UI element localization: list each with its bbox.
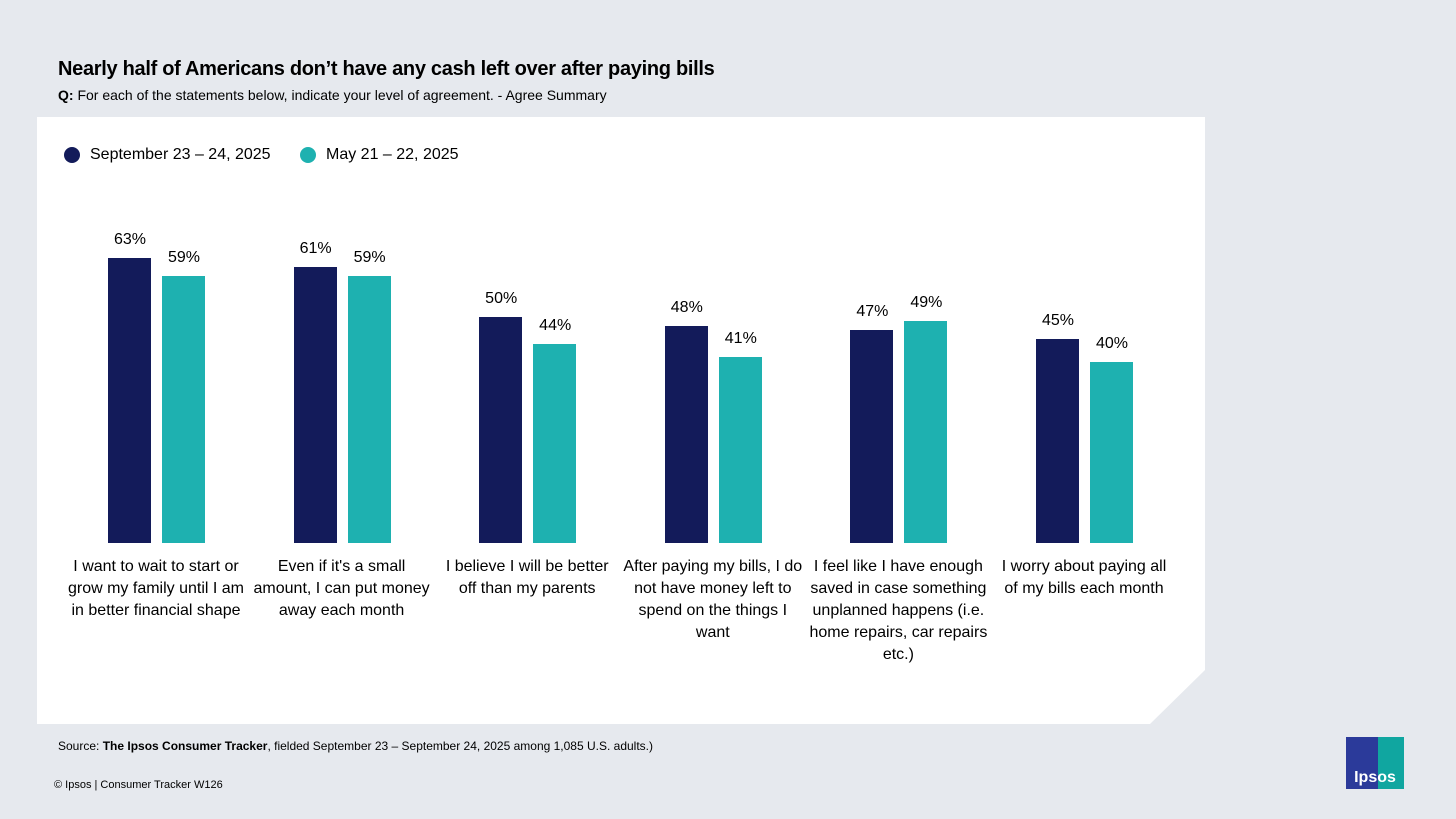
bar-may [162,276,205,543]
bar-sep [479,316,523,543]
data-label: 63% [113,230,147,248]
category-label: I worry about paying all of my bills eac… [1001,558,1167,597]
category-label: I believe I will be better off than my p… [445,558,609,597]
data-label: 45% [1041,312,1075,330]
data-label: 49% [910,294,943,312]
category-label: After paying my bills, I do not have mon… [623,558,803,641]
subtitle-prefix: Q: [58,87,74,103]
source-note: Source: The Ipsos Consumer Tracker, fiel… [58,739,653,753]
data-label: 40% [1095,335,1129,352]
category-label: I want to wait to start or grow my famil… [67,558,245,619]
legend-dot [64,147,80,163]
legend-item-may: May 21 – 22, 2025 [300,146,459,164]
legend-label: May 21 – 22, 2025 [326,146,459,163]
data-label: 41% [724,330,757,348]
data-label: 59% [167,249,201,267]
chart-title: Nearly half of Americans don’t have any … [58,58,715,80]
bar-sep [1036,339,1079,543]
bar-may [904,321,948,543]
category-label: I feel like I have enough saved in case … [809,558,988,663]
bar-may [718,357,762,543]
subtitle-text: For each of the statements below, indica… [77,87,607,103]
data-label: 59% [353,249,386,267]
bar-sep [293,266,337,543]
bar-may [347,276,391,543]
data-label: 61% [299,239,332,257]
legend-dot [300,147,316,163]
source-detail: , fielded September 23 – September 24, 2… [267,739,654,753]
source-prefix: Source: [58,739,100,753]
legend-label: September 23 – 24, 2025 [90,146,271,163]
bar-may [533,343,577,543]
chart-card [37,117,1205,724]
bar-sep [664,325,708,543]
ipsos-logo: Ipsos [1346,737,1404,789]
bar-sep [108,257,151,543]
data-label: 48% [670,298,703,316]
bar-may [1090,362,1133,543]
source-title: The Ipsos Consumer Tracker [102,739,268,753]
data-label: 50% [485,289,518,307]
legend-item-sep: September 23 – 24, 2025 [64,146,271,164]
chart-subtitle: Q: For each of the statements below, ind… [58,87,607,103]
data-label: 47% [856,303,889,321]
category-label: Even if it's a small amount, I can put m… [253,558,430,619]
bar-sep [850,330,894,543]
copyright: © Ipsos | Consumer Tracker W126 [54,779,223,791]
data-label: 44% [539,316,572,334]
